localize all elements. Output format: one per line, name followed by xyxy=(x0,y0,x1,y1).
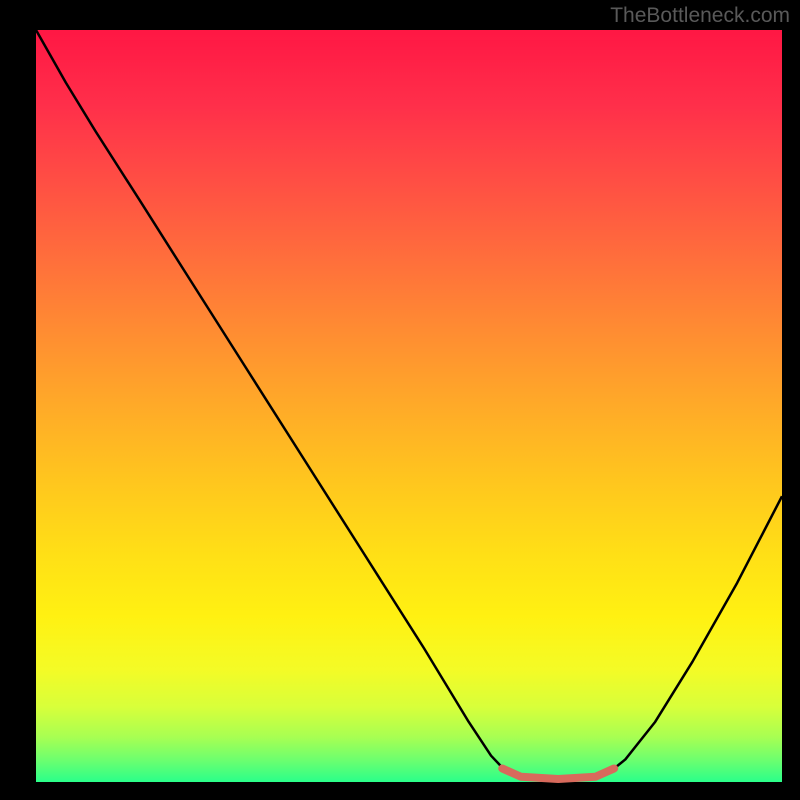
bottleneck-curve-chart xyxy=(0,0,800,800)
watermark-label: TheBottleneck.com xyxy=(610,4,790,28)
curve-main xyxy=(36,30,782,779)
curve-highlight xyxy=(502,768,614,779)
